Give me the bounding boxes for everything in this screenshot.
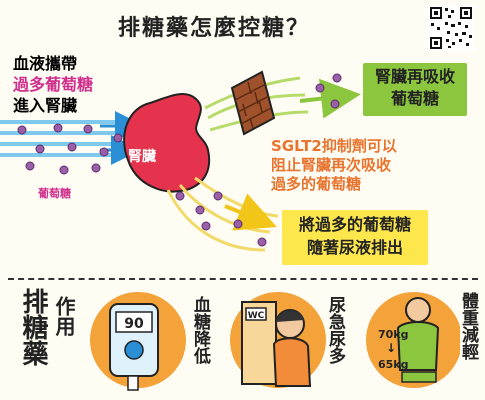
section-divider bbox=[8, 278, 478, 280]
weight-before: 70kg bbox=[378, 328, 409, 341]
reabsorption-box: 腎臟再吸收 葡萄糖 bbox=[363, 63, 467, 116]
effects-title-sub: 作用 bbox=[52, 296, 76, 336]
kidney-label: 腎臟 bbox=[128, 149, 156, 165]
effect-label-2: 尿急尿多 bbox=[325, 296, 345, 364]
reabsorption-line-1: 腎臟再吸收 bbox=[374, 67, 455, 86]
glucose-label: 葡萄糖 bbox=[38, 187, 71, 200]
kidney-icon bbox=[123, 93, 211, 193]
sglt2-line-1: SGLT2抑制劑可以 bbox=[271, 137, 397, 155]
effect-label-3: 體重減輕 bbox=[458, 292, 478, 360]
meter-value: 90 bbox=[124, 316, 144, 332]
effects-title-main: 排糖藥 bbox=[18, 288, 48, 366]
weight-after: 65kg bbox=[378, 358, 409, 371]
toilet-person-icon: WC bbox=[230, 292, 326, 388]
qr-code-icon bbox=[428, 5, 474, 51]
page-title: 排糖藥怎麼控糖？ bbox=[118, 16, 311, 41]
sglt2-line-2: 阻止腎臟再次吸收 bbox=[271, 156, 392, 174]
scale-person-icon: 70kg ↓ 65kg bbox=[366, 292, 460, 388]
glucose-molecules bbox=[17, 73, 342, 247]
kidney-mechanism-diagram bbox=[0, 70, 361, 252]
excretion-line-2: 隨著尿液排出 bbox=[306, 238, 403, 257]
left-label-2: 過多葡萄糖 bbox=[13, 75, 94, 94]
effect-label-1: 血糖降低 bbox=[190, 296, 210, 364]
glucose-meter-icon: 90 bbox=[90, 292, 186, 391]
sglt2-explanation: SGLT2抑制劑可以 阻止腎臟再次吸收 過多的葡萄糖 bbox=[271, 137, 451, 194]
wc-label: WC bbox=[248, 311, 265, 321]
brick-wall-icon bbox=[230, 70, 276, 136]
weight-arrow-icon: ↓ bbox=[386, 341, 396, 355]
excretion-line-1: 將過多的葡萄糖 bbox=[298, 215, 411, 234]
left-label-1: 血液攜帶 bbox=[13, 54, 78, 73]
sglt2-line-3: 過多的葡萄糖 bbox=[271, 175, 362, 193]
excretion-box: 將過多的葡萄糖 隨著尿液排出 bbox=[282, 210, 428, 265]
left-label-3: 進入腎臟 bbox=[13, 96, 78, 115]
reabsorption-line-2: 葡萄糖 bbox=[390, 89, 439, 108]
